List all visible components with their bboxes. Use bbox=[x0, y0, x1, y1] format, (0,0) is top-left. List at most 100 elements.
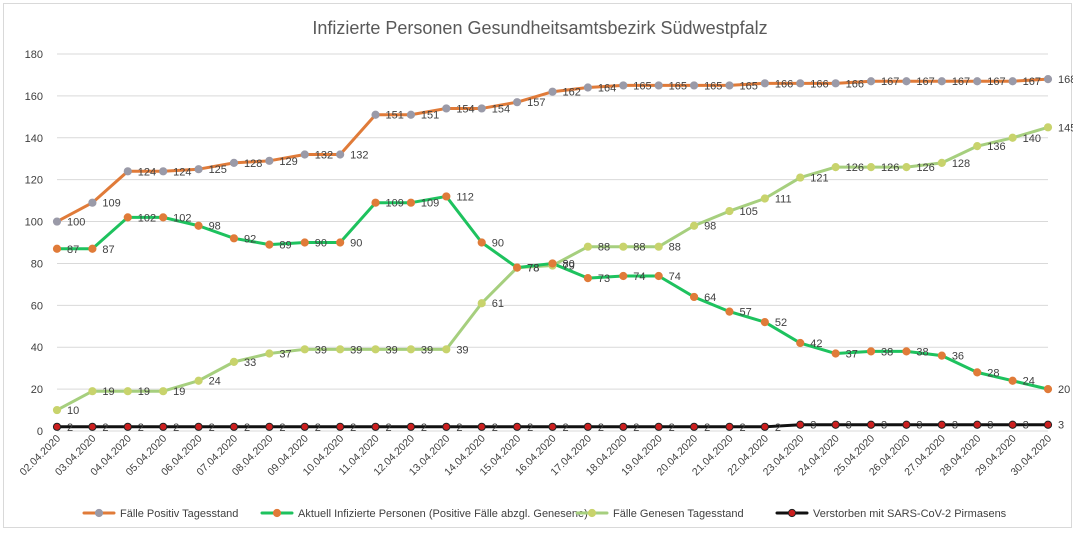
data-point-s3-23 bbox=[866, 420, 876, 429]
data-label: 90 bbox=[492, 238, 504, 250]
legend-label-2: Fälle Genesen Tagesstand bbox=[613, 508, 744, 520]
data-point-s3-25 bbox=[937, 420, 946, 429]
data-point-s1-7 bbox=[300, 238, 309, 247]
data-label: 87 bbox=[67, 244, 79, 256]
data-point-s0-7 bbox=[300, 150, 309, 159]
data-label: 162 bbox=[563, 87, 581, 99]
data-label: 88 bbox=[669, 242, 681, 254]
data-label: 140 bbox=[1023, 133, 1041, 145]
data-point-s2-9 bbox=[371, 345, 380, 354]
data-point-s2-26 bbox=[973, 142, 982, 151]
data-point-s0-13 bbox=[513, 98, 522, 107]
data-point-s0-2 bbox=[123, 167, 132, 176]
data-label: 2 bbox=[315, 422, 321, 434]
data-point-s2-20 bbox=[760, 194, 769, 203]
data-label: 52 bbox=[775, 317, 787, 329]
data-label: 165 bbox=[704, 80, 722, 92]
data-label: 167 bbox=[987, 76, 1005, 88]
legend-label-0: Fälle Positiv Tagesstand bbox=[120, 508, 238, 520]
data-label: 164 bbox=[598, 83, 616, 95]
data-point-s1-12 bbox=[477, 238, 486, 247]
data-point-s0-4 bbox=[194, 165, 203, 174]
y-tick-label: 80 bbox=[31, 258, 43, 270]
data-label: 88 bbox=[633, 242, 645, 254]
data-point-s1-0 bbox=[52, 244, 62, 253]
data-point-s0-17 bbox=[654, 81, 663, 90]
data-label: 3 bbox=[952, 420, 958, 432]
data-label: 80 bbox=[563, 258, 575, 270]
data-label: 2 bbox=[775, 422, 781, 434]
data-point-s2-8 bbox=[336, 345, 345, 354]
y-tick-label: 120 bbox=[25, 175, 43, 187]
y-axis-ticks: 0 20 40 60 80 100 120 140 160 180 bbox=[25, 49, 43, 438]
data-label: 2 bbox=[138, 422, 144, 434]
data-label: 126 bbox=[881, 162, 899, 174]
data-point-s0-15 bbox=[583, 83, 592, 92]
series-group bbox=[52, 75, 1053, 431]
data-point-s3-12 bbox=[477, 422, 486, 431]
data-label: 128 bbox=[952, 158, 970, 170]
data-label: 90 bbox=[315, 238, 327, 250]
data-point-s2-12 bbox=[477, 299, 486, 308]
data-point-s2-6 bbox=[265, 349, 274, 358]
data-point-s0-19 bbox=[725, 81, 734, 90]
data-point-s0-26 bbox=[973, 77, 982, 86]
data-label: 74 bbox=[633, 271, 645, 283]
data-label: 165 bbox=[633, 80, 651, 92]
data-point-s1-11 bbox=[442, 192, 451, 201]
data-point-s1-27 bbox=[1008, 376, 1017, 385]
data-point-s3-0 bbox=[52, 422, 62, 431]
data-point-s3-6 bbox=[265, 422, 274, 431]
data-point-s0-11 bbox=[442, 104, 451, 113]
data-label: 79 bbox=[563, 261, 575, 273]
data-label: 2 bbox=[598, 422, 604, 434]
data-point-s3-1 bbox=[88, 422, 97, 431]
data-label: 2 bbox=[421, 422, 427, 434]
data-point-s3-9 bbox=[371, 422, 380, 431]
data-label: 24 bbox=[1023, 376, 1035, 388]
legend-marker-3 bbox=[787, 508, 797, 518]
data-label: 2 bbox=[492, 422, 498, 434]
data-point-s2-18 bbox=[689, 221, 699, 230]
data-point-s2-7 bbox=[300, 345, 309, 354]
data-label: 92 bbox=[244, 233, 256, 245]
data-label: 61 bbox=[492, 298, 504, 310]
y-tick-label: 180 bbox=[25, 49, 43, 61]
data-label: 154 bbox=[456, 103, 474, 115]
data-label: 157 bbox=[527, 97, 545, 109]
data-point-s2-10 bbox=[406, 345, 416, 354]
data-point-s0-3 bbox=[159, 167, 168, 176]
chart-title: Infizierte Personen Gesundheitsamtsbezir… bbox=[312, 18, 767, 38]
chart-frame: Infizierte Personen Gesundheitsamtsbezir… bbox=[3, 3, 1076, 528]
data-point-s0-0 bbox=[52, 217, 62, 226]
data-label: 109 bbox=[386, 198, 404, 210]
data-point-s0-27 bbox=[1008, 77, 1017, 86]
data-point-s2-11 bbox=[442, 345, 451, 354]
data-label: 37 bbox=[279, 349, 291, 361]
data-point-s3-3 bbox=[159, 422, 168, 431]
data-point-s0-21 bbox=[796, 79, 805, 88]
data-label: 2 bbox=[209, 422, 215, 434]
y-tick-label: 100 bbox=[25, 217, 43, 229]
data-label: 132 bbox=[315, 150, 333, 162]
data-label: 2 bbox=[350, 422, 356, 434]
data-point-s0-5 bbox=[229, 158, 239, 168]
data-label: 38 bbox=[881, 346, 893, 358]
data-label: 24 bbox=[209, 376, 221, 388]
data-point-s3-15 bbox=[583, 422, 592, 431]
data-label: 125 bbox=[209, 164, 227, 176]
data-label: 2 bbox=[669, 422, 675, 434]
data-point-s3-17 bbox=[654, 422, 663, 431]
data-point-s1-3 bbox=[159, 213, 168, 222]
data-label: 2 bbox=[173, 422, 179, 434]
data-point-s0-25 bbox=[937, 77, 946, 86]
data-point-s0-8 bbox=[336, 150, 345, 159]
data-point-s3-11 bbox=[442, 422, 451, 431]
data-label: 20 bbox=[1058, 384, 1070, 396]
y-tick-label: 40 bbox=[31, 342, 43, 354]
data-label: 42 bbox=[810, 338, 822, 350]
series-line-0 bbox=[55, 77, 1050, 224]
data-point-s3-21 bbox=[796, 420, 805, 429]
legend-label-1: Aktuell Infizierte Personen (Positive Fä… bbox=[298, 508, 588, 520]
data-point-s0-12 bbox=[477, 104, 486, 113]
